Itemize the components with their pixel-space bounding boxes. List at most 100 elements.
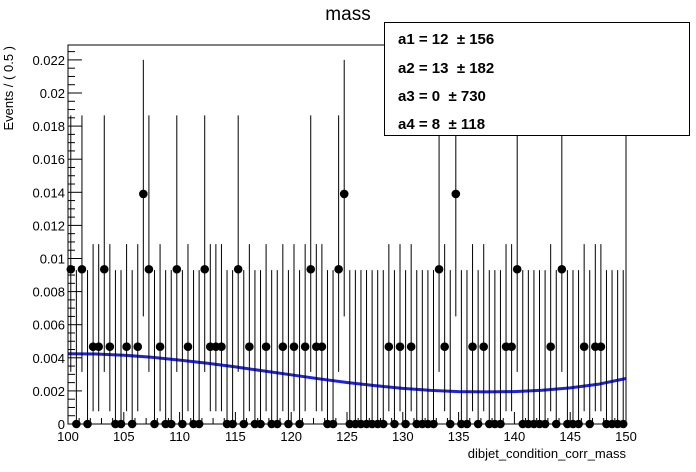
data-point bbox=[384, 244, 394, 412]
data-point bbox=[518, 270, 528, 429]
data-marker bbox=[144, 264, 154, 274]
data-marker bbox=[200, 264, 210, 274]
data-point bbox=[423, 270, 433, 429]
data-marker bbox=[334, 264, 343, 274]
data-point bbox=[194, 270, 204, 429]
x-axis-label: dibjet_condition_corr_mass bbox=[468, 446, 627, 461]
x-tick-label: 140 bbox=[504, 429, 526, 444]
chart-title: mass bbox=[325, 4, 371, 25]
data-point bbox=[563, 270, 572, 429]
data-point bbox=[339, 59, 349, 317]
data-marker bbox=[105, 342, 115, 352]
data-point bbox=[490, 270, 500, 429]
data-point bbox=[99, 115, 109, 372]
x-tick-label: 145 bbox=[559, 429, 581, 444]
x-tick-label: 125 bbox=[336, 429, 358, 444]
data-point bbox=[133, 244, 143, 412]
data-marker bbox=[451, 189, 461, 199]
data-point bbox=[200, 115, 210, 372]
data-point bbox=[479, 244, 489, 412]
y-tick-label: 0.022 bbox=[32, 53, 65, 68]
data-marker bbox=[317, 342, 327, 352]
data-point bbox=[211, 244, 221, 412]
data-point bbox=[334, 115, 343, 372]
data-point bbox=[172, 115, 182, 372]
stat-value: 8 bbox=[431, 116, 441, 133]
stat-row-a4: a4 = 8 ± 118 bbox=[398, 116, 485, 133]
stat-error: ± 730 bbox=[448, 88, 486, 105]
data-point bbox=[596, 244, 606, 412]
data-marker bbox=[217, 342, 226, 352]
data-point bbox=[166, 270, 176, 429]
data-point bbox=[512, 115, 522, 372]
fit-curve-layer bbox=[67, 352, 627, 394]
data-marker bbox=[557, 264, 567, 274]
stat-value: 0 bbox=[431, 88, 441, 105]
data-marker bbox=[77, 264, 87, 274]
stat-label: a4 = bbox=[398, 116, 432, 133]
data-point bbox=[457, 270, 466, 429]
y-tick-label: 0 bbox=[58, 417, 65, 432]
data-point bbox=[373, 270, 382, 429]
data-point bbox=[535, 270, 544, 429]
data-marker bbox=[122, 342, 131, 352]
y-tick-label: 0.02 bbox=[40, 86, 65, 101]
y-tick-label: 0.004 bbox=[32, 351, 65, 366]
data-point bbox=[300, 244, 310, 412]
data-point bbox=[501, 244, 511, 412]
data-point bbox=[345, 270, 355, 429]
data-point bbox=[440, 244, 449, 412]
stat-label: a3 = bbox=[398, 88, 432, 105]
data-point bbox=[155, 244, 165, 412]
data-point bbox=[568, 270, 578, 429]
data-point bbox=[139, 59, 148, 317]
data-marker bbox=[479, 342, 489, 352]
data-marker bbox=[278, 342, 288, 352]
data-point bbox=[529, 270, 539, 429]
data-point bbox=[144, 115, 154, 372]
y-tick-label: 0.002 bbox=[32, 384, 65, 399]
data-point bbox=[278, 244, 288, 412]
data-marker bbox=[94, 342, 103, 352]
data-point bbox=[77, 115, 87, 372]
stat-error: ± 182 bbox=[456, 60, 495, 77]
data-point bbox=[122, 244, 131, 412]
y-tick-label: 0.01 bbox=[40, 251, 65, 266]
data-marker bbox=[395, 342, 405, 352]
x-tick-label: 115 bbox=[225, 429, 246, 444]
data-point bbox=[557, 115, 567, 372]
data-marker bbox=[507, 342, 516, 352]
data-point bbox=[395, 244, 405, 412]
data-point bbox=[613, 270, 622, 429]
data-marker bbox=[306, 264, 316, 274]
data-marker bbox=[579, 342, 589, 352]
data-point bbox=[507, 244, 516, 412]
axes-layer: 100 105 110 115 120 125 130 135 140 145 15000.0020… bbox=[32, 44, 637, 444]
data-marker bbox=[261, 342, 271, 352]
x-tick-label: 150 bbox=[615, 429, 637, 444]
y-tick-label: 0.012 bbox=[32, 218, 65, 233]
data-point bbox=[579, 244, 589, 412]
data-point bbox=[607, 270, 617, 429]
data-marker bbox=[172, 264, 182, 274]
stat-error: ± 156 bbox=[456, 31, 495, 48]
data-point bbox=[183, 244, 193, 412]
data-marker bbox=[468, 342, 477, 352]
data-marker bbox=[512, 264, 522, 274]
data-marker bbox=[440, 342, 449, 352]
fit-curve-line bbox=[67, 352, 627, 394]
data-point bbox=[351, 270, 360, 429]
data-point bbox=[546, 244, 555, 412]
x-tick-label: 135 bbox=[448, 429, 470, 444]
data-point bbox=[434, 115, 444, 372]
data-point bbox=[468, 244, 477, 412]
data-marker bbox=[183, 342, 193, 352]
stat-row-a1: a1 = 12 ± 156 bbox=[398, 31, 494, 48]
stat-label: a1 = bbox=[398, 31, 432, 48]
data-point bbox=[94, 244, 103, 412]
data-point bbox=[317, 244, 327, 412]
data-marker bbox=[406, 342, 416, 352]
y-axis-label: Events / ( 0.5 ) bbox=[1, 46, 16, 131]
y-tick-label: 0.014 bbox=[32, 185, 65, 200]
